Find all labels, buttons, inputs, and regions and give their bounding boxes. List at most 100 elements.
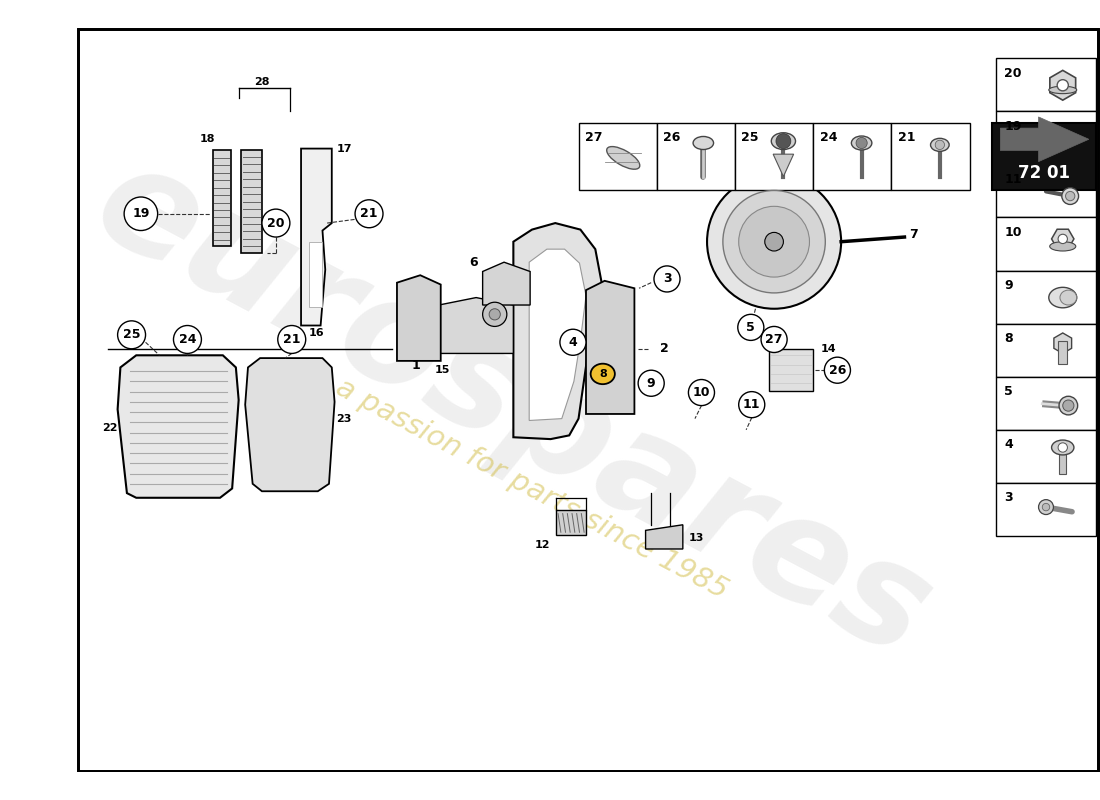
Text: 5: 5	[1004, 385, 1013, 398]
Text: 27: 27	[766, 333, 783, 346]
Polygon shape	[1052, 230, 1074, 249]
Circle shape	[856, 138, 867, 149]
Ellipse shape	[1050, 126, 1075, 143]
Text: 25: 25	[123, 328, 141, 342]
Text: 11: 11	[742, 398, 760, 411]
Text: 19: 19	[1004, 120, 1022, 133]
Bar	[657, 122, 735, 190]
Text: 21: 21	[898, 131, 915, 144]
Polygon shape	[301, 149, 332, 326]
Ellipse shape	[1055, 130, 1070, 139]
Ellipse shape	[1049, 242, 1076, 251]
Text: 20: 20	[1004, 66, 1022, 80]
Bar	[996, 483, 1097, 536]
Bar	[1050, 134, 1075, 151]
Bar	[996, 111, 1097, 165]
Text: 24: 24	[178, 333, 196, 346]
Polygon shape	[773, 154, 793, 177]
Circle shape	[723, 190, 825, 293]
Polygon shape	[769, 349, 813, 390]
Text: 20: 20	[267, 217, 285, 230]
Polygon shape	[646, 525, 683, 549]
Text: 2: 2	[660, 342, 669, 355]
Text: 10: 10	[1004, 226, 1022, 239]
Bar	[996, 324, 1097, 377]
Text: 26: 26	[828, 364, 846, 377]
Text: 7: 7	[909, 228, 917, 241]
Text: 72 01: 72 01	[1019, 164, 1070, 182]
Ellipse shape	[771, 133, 795, 150]
Bar	[813, 122, 891, 190]
Circle shape	[124, 197, 157, 230]
Circle shape	[1058, 234, 1067, 243]
Polygon shape	[557, 510, 586, 535]
Circle shape	[262, 209, 290, 237]
Circle shape	[824, 357, 850, 383]
Text: 17: 17	[337, 143, 352, 154]
Text: 14: 14	[821, 344, 836, 354]
Bar	[992, 122, 1097, 190]
Circle shape	[1066, 191, 1075, 201]
Bar	[1059, 446, 1067, 474]
Polygon shape	[439, 298, 514, 354]
Circle shape	[761, 326, 788, 353]
Ellipse shape	[1052, 440, 1074, 455]
Bar	[735, 122, 813, 190]
Text: 8: 8	[1004, 332, 1013, 345]
Circle shape	[560, 330, 586, 355]
Polygon shape	[586, 281, 635, 414]
Circle shape	[355, 200, 383, 228]
Circle shape	[1059, 396, 1078, 415]
Polygon shape	[1000, 117, 1089, 162]
Bar	[579, 122, 657, 190]
Text: a passion for parts since 1985: a passion for parts since 1985	[331, 373, 733, 604]
Text: 13: 13	[689, 533, 704, 543]
Text: 12: 12	[535, 540, 551, 550]
Circle shape	[638, 370, 664, 396]
Text: 27: 27	[585, 131, 603, 144]
Text: 6: 6	[470, 256, 478, 269]
Circle shape	[1057, 80, 1068, 91]
Circle shape	[1043, 503, 1049, 511]
Text: 21: 21	[361, 207, 377, 220]
Text: 5: 5	[747, 321, 756, 334]
Ellipse shape	[1048, 86, 1077, 94]
Text: 16: 16	[309, 328, 324, 338]
Polygon shape	[529, 249, 586, 421]
Ellipse shape	[1050, 146, 1075, 157]
Circle shape	[776, 134, 791, 149]
Circle shape	[1063, 400, 1074, 411]
Polygon shape	[245, 358, 334, 491]
Ellipse shape	[591, 364, 615, 384]
Bar	[996, 218, 1097, 270]
Polygon shape	[308, 242, 322, 307]
Bar	[996, 270, 1097, 324]
Circle shape	[174, 326, 201, 354]
Text: 3: 3	[1004, 491, 1013, 504]
Ellipse shape	[607, 146, 640, 170]
Text: 11: 11	[1004, 173, 1022, 186]
Text: 3: 3	[662, 273, 671, 286]
Circle shape	[1062, 188, 1079, 205]
Text: 21: 21	[283, 333, 300, 346]
Circle shape	[935, 140, 945, 150]
Polygon shape	[483, 262, 530, 305]
Text: 1: 1	[411, 359, 420, 372]
Text: 10: 10	[693, 386, 711, 399]
Text: 8: 8	[598, 369, 606, 379]
Circle shape	[739, 392, 764, 418]
Text: 23: 23	[337, 414, 352, 424]
Circle shape	[1058, 443, 1067, 452]
Text: 4: 4	[1004, 438, 1013, 451]
Circle shape	[490, 309, 500, 320]
Circle shape	[654, 266, 680, 292]
Polygon shape	[242, 150, 262, 253]
Text: 4: 4	[569, 336, 578, 349]
Circle shape	[707, 174, 842, 309]
Ellipse shape	[851, 136, 872, 150]
Polygon shape	[514, 223, 602, 439]
Text: 22: 22	[102, 423, 118, 433]
Polygon shape	[212, 150, 231, 246]
Circle shape	[483, 302, 507, 326]
Polygon shape	[1054, 333, 1071, 354]
